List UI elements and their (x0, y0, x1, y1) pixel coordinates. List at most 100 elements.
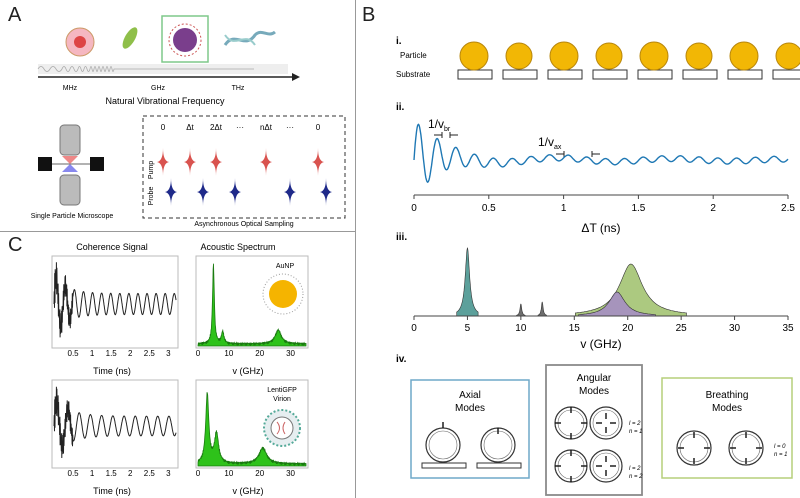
axial-substrate-2 (476, 462, 522, 469)
particle (505, 42, 533, 70)
coherence-trace-2 (53, 386, 177, 459)
delay-ellipsis-2: ··· (286, 123, 294, 132)
angular-q1-l: l = 2 (629, 421, 641, 427)
peak-20ghz (575, 263, 687, 317)
bacterium-icon (122, 27, 138, 49)
delay-ndt: nΔt (260, 123, 273, 132)
axial-sphere-1-inner (428, 430, 458, 460)
breathing-modes-box (661, 377, 793, 479)
iii-tick-label: 5 (465, 323, 471, 334)
freq-tick-label: 0 (196, 469, 201, 478)
substrate-block (502, 69, 538, 80)
probe-pulse (284, 178, 296, 206)
angular-sphere-inner (592, 409, 620, 437)
time-tick-label: 1 (90, 349, 95, 358)
pump-pulse (184, 148, 196, 176)
time-tick-label: 1 (90, 469, 95, 478)
axis-tick-thz: THz (232, 85, 245, 92)
ii-tick-label: 0.5 (482, 203, 496, 214)
angular-sphere (589, 449, 623, 483)
time-tick-label: 1.5 (106, 349, 118, 358)
subpanel-ii-label: ii. (396, 102, 405, 113)
microscope-icon (38, 124, 104, 206)
iii-tick-label: 30 (729, 323, 741, 334)
substrate-block (772, 69, 800, 80)
panel-letter-a: A (8, 4, 22, 26)
peak-12ghz (537, 301, 547, 317)
subpanel-iv-label: iv. (396, 354, 407, 365)
substrate-block (637, 69, 673, 80)
particle (595, 42, 623, 70)
delay-ellipsis-1: ··· (236, 123, 244, 132)
sampling-title: Asynchronous Optical Sampling (194, 221, 293, 228)
substrate-block (457, 69, 493, 80)
annot-ax: 1/vax (538, 135, 562, 151)
axial-sphere-1 (425, 427, 461, 463)
coherence-trace-1 (53, 262, 177, 338)
probe-pulse (229, 178, 241, 206)
particle (549, 41, 579, 71)
freq-label-1: v (GHz) (233, 366, 264, 376)
ii-ticks: 0 0.5 1 1.5 2 2.5 (411, 195, 795, 214)
subpanel-i-label: i. (396, 36, 402, 47)
pump-label: Pump (148, 161, 155, 179)
dna-icon (223, 30, 276, 46)
freq-tick-label: 10 (224, 469, 233, 478)
substrate-label: Substrate (396, 70, 431, 79)
probe-pulse (320, 178, 332, 206)
panel-c-ticks: 0.5 1 1.5 2 2.5 3 0 10 20 300.5 1 1.5 2 2.5 3 0 10 20 30 (68, 349, 296, 478)
axial-title-2: Modes (455, 403, 485, 414)
freq-tick-label: 20 (255, 349, 264, 358)
substrate-block (547, 69, 583, 80)
breathing-sphere-1-inner (679, 433, 709, 463)
cell-icon (65, 27, 95, 57)
freq-tick-label: 30 (286, 349, 295, 358)
virion-icon (263, 409, 301, 447)
axial-sphere-2-inner (483, 430, 513, 460)
substrate-block (682, 69, 718, 80)
iii-tick-label: 20 (622, 323, 634, 334)
time-label-2: Time (ns) (93, 486, 131, 496)
probe-pulse (197, 178, 209, 206)
spectrum-frame-2 (195, 379, 309, 469)
spectrum-trace-1 (197, 263, 307, 347)
particle (459, 41, 489, 71)
coherence-frame-2 (51, 379, 179, 469)
freq-tick-label: 30 (286, 469, 295, 478)
lenti-label-1: LentiGFP (267, 387, 297, 394)
breathing-q-l: l = 0 (774, 444, 786, 450)
spectrum-title: Acoustic Spectrum (200, 242, 275, 252)
angular-modes-box (545, 364, 643, 496)
axial-substrate-1 (421, 462, 467, 469)
particle-label: Particle (400, 51, 427, 60)
virus-highlight-box (161, 15, 209, 63)
axis-tick-ghz: GHz (151, 85, 166, 92)
substrate-block (727, 69, 763, 80)
axial-modes-box (410, 379, 530, 479)
spectrum-trace-2 (197, 392, 307, 467)
iii-tick-label: 25 (676, 323, 688, 334)
iii-tick-label: 35 (782, 323, 794, 334)
angular-sphere-inner (557, 452, 585, 480)
time-trace (413, 123, 789, 184)
angular-title-2: Modes (579, 386, 609, 397)
ii-tick-label: 1 (561, 203, 567, 214)
microscope-label: Single Particle Microscope (31, 213, 114, 220)
time-tick-label: 0.5 (68, 469, 80, 478)
breathing-sphere-1 (676, 430, 712, 466)
time-tick-label: 2.5 (144, 469, 156, 478)
frequency-axis-title: Natural Vibrational Frequency (106, 96, 225, 106)
panel-letter-b: B (362, 4, 376, 26)
time-label-1: Time (ns) (93, 366, 131, 376)
iii-ticks: 0 5 10 15 20 25 30 35 (411, 316, 794, 334)
time-tick-label: 2 (128, 349, 133, 358)
aunp-label: AuNP (276, 263, 295, 270)
panel-a-figure: MHz GHz THz Natural Vibrational Frequenc… (31, 15, 346, 228)
angular-q2-l: l = 2 (629, 466, 641, 472)
time-tick-label: 2 (128, 469, 133, 478)
pump-pulse (260, 148, 272, 176)
breathing-sphere-2 (728, 430, 764, 466)
time-tick-label: 2.5 (144, 349, 156, 358)
particle (639, 41, 669, 71)
